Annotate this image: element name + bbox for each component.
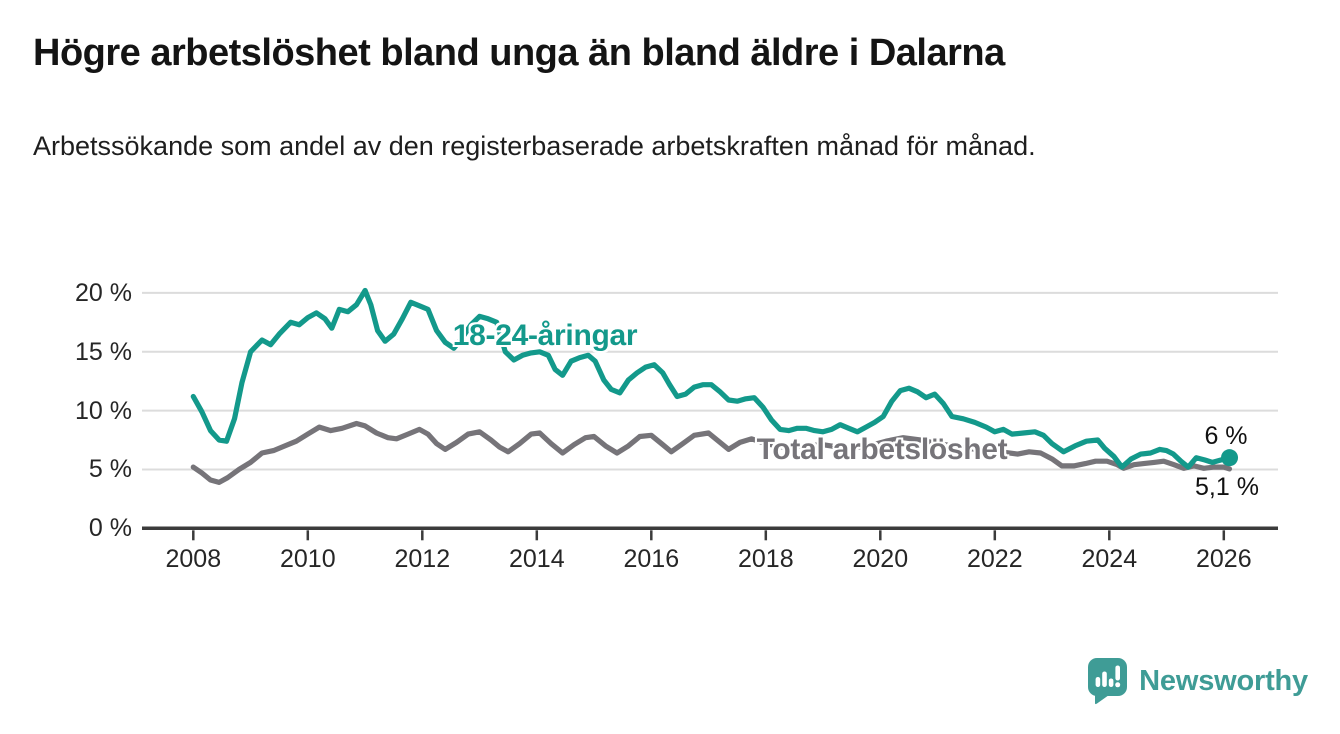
y-tick-label: 0 %	[88, 514, 132, 543]
x-tick-label: 2020	[852, 545, 909, 573]
x-tick-label: 2024	[1081, 545, 1138, 573]
series-line-total	[190, 420, 1233, 485]
x-tick-label: 2008	[165, 545, 222, 573]
series-end-dot	[1221, 449, 1239, 467]
series-line-young	[190, 287, 1233, 470]
x-tick-label: 2026	[1195, 545, 1252, 573]
chart-subtitle: Arbetssökande som andel av den registerb…	[33, 131, 1036, 161]
newsworthy-bubble-chart-icon	[1088, 658, 1128, 705]
chart-title: Högre arbetslöshet bland unga än bland ä…	[33, 32, 1005, 74]
logo-wordmark: Newsworthy	[1139, 664, 1308, 697]
end-value-label-total: 5,1 %	[1195, 473, 1259, 501]
x-tick-label: 2018	[737, 545, 794, 573]
x-tick-label: 2022	[966, 545, 1023, 573]
newsworthy-logo: Newsworthy	[1087, 657, 1308, 705]
y-tick-label: 15 %	[75, 337, 132, 366]
series-label-total: Total arbetslöshet	[756, 433, 1008, 466]
y-tick-label: 5 %	[88, 455, 132, 484]
y-tick-label: 20 %	[75, 278, 132, 307]
end-value-label-young: 6 %	[1204, 422, 1248, 450]
line-chart: 0 % 5 % 10 % 15 % 20 % 2008 2010 2012 2014 2016 20…	[75, 278, 1278, 573]
x-tick-label: 2016	[623, 545, 680, 573]
series-label-young: 18-24-åringar	[452, 319, 638, 352]
x-tick-label: 2012	[394, 545, 451, 573]
x-tick-label: 2014	[508, 545, 565, 573]
x-tick-label: 2010	[279, 545, 336, 573]
y-tick-label: 10 %	[75, 396, 132, 425]
chart-canvas	[142, 287, 1278, 541]
